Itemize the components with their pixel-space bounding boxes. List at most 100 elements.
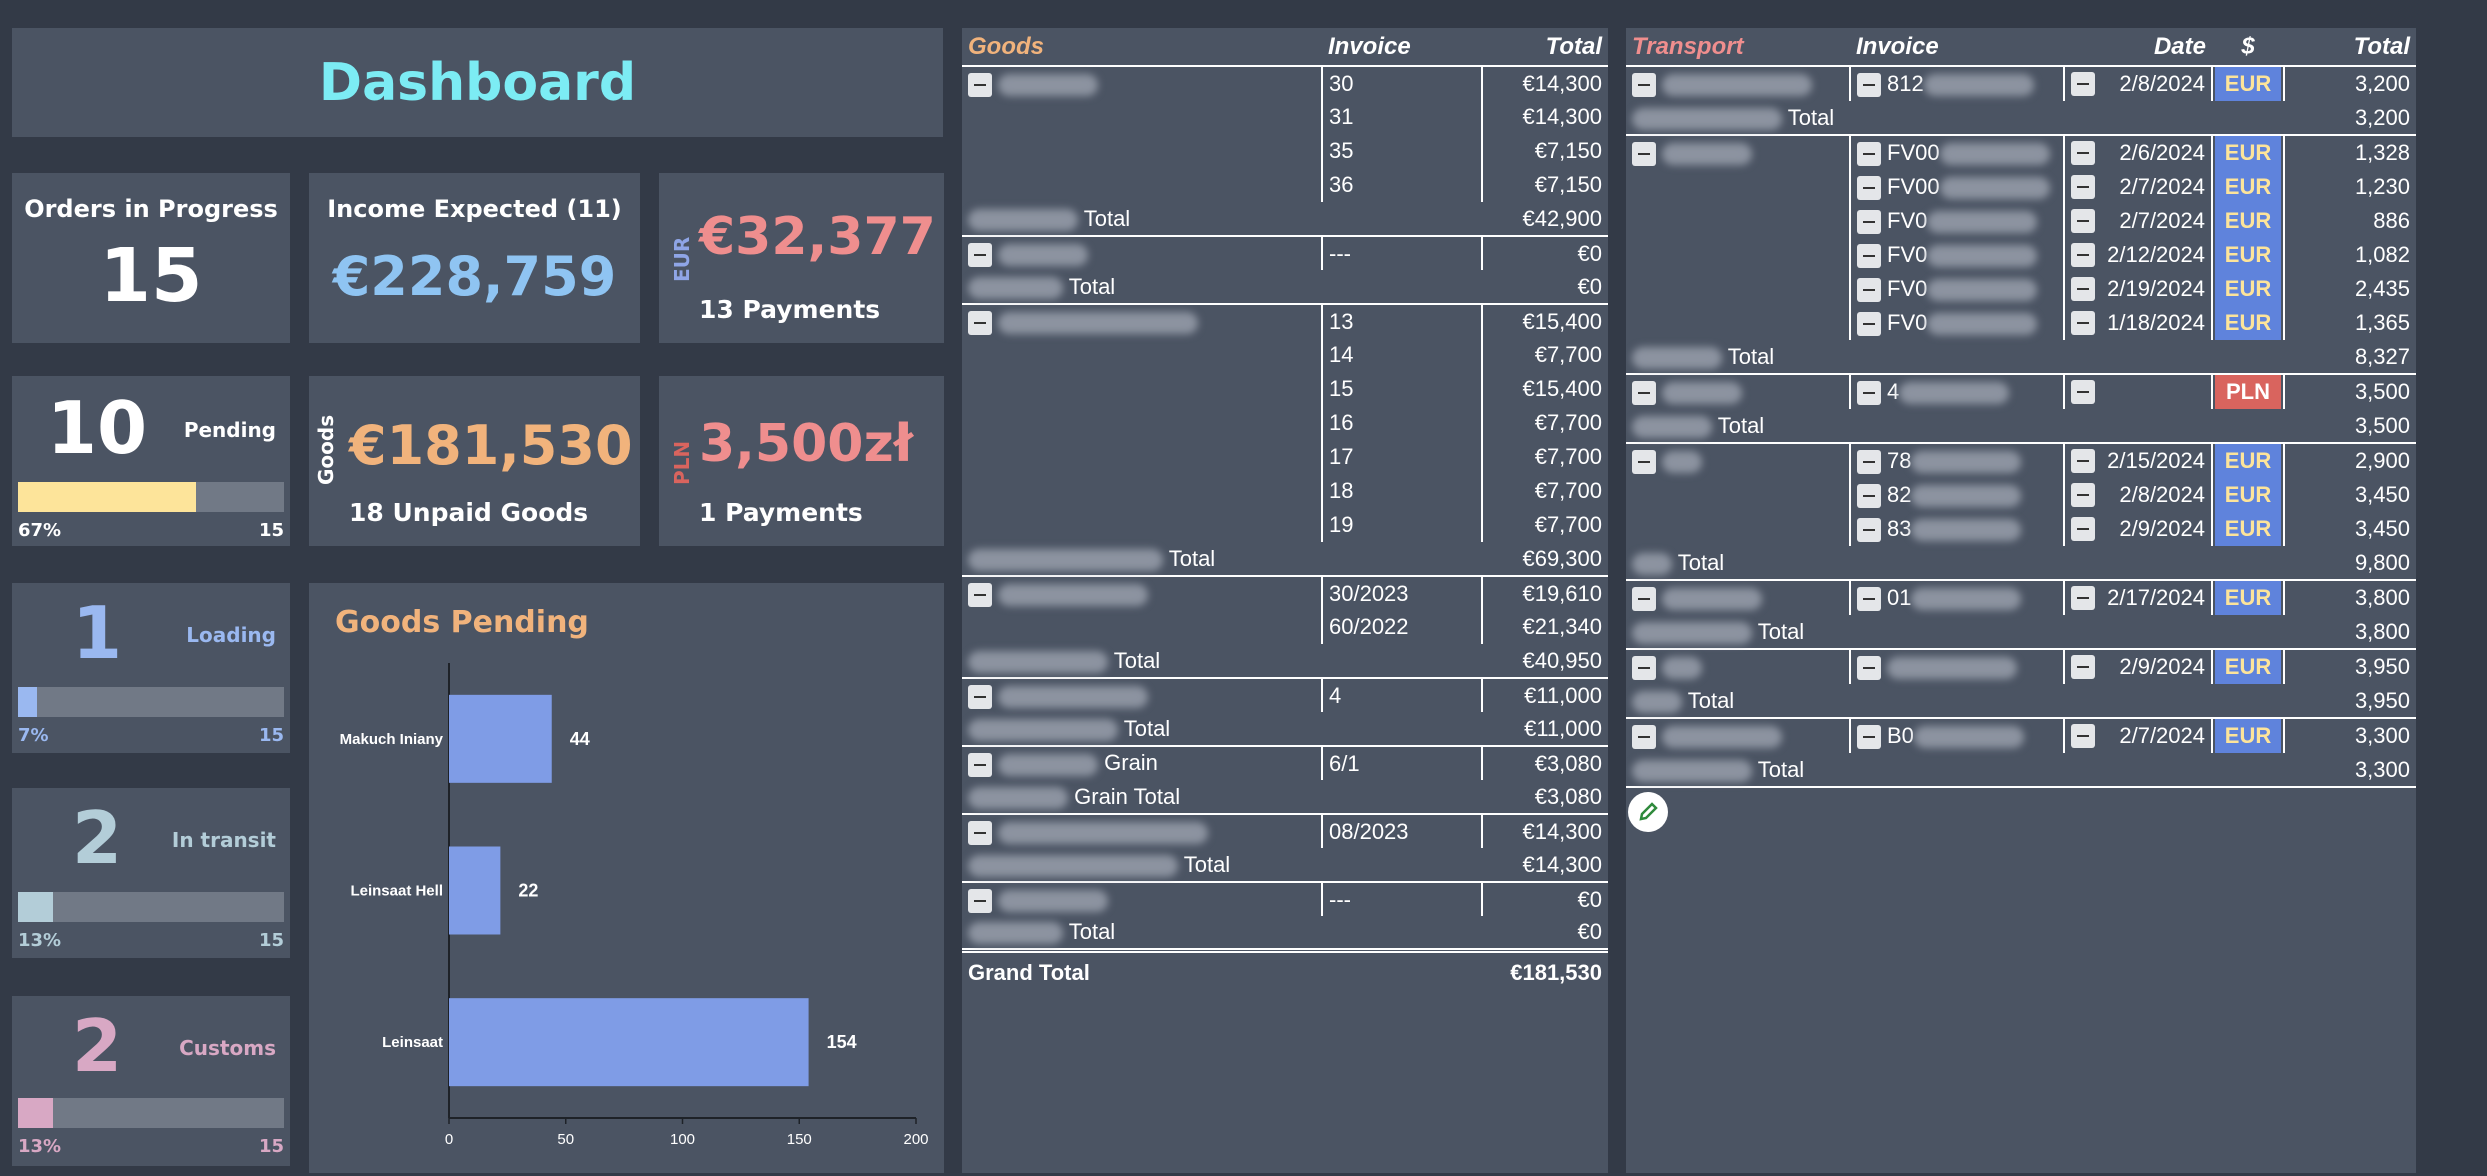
- table-row[interactable]: FV0 2/12/2024 EUR 1,082: [1626, 238, 2416, 272]
- table-row[interactable]: Total 3,500: [1626, 409, 2416, 444]
- table-row[interactable]: 78 2/15/2024 EUR 2,900: [1626, 443, 2416, 478]
- goods-col-header[interactable]: Goods: [962, 28, 1322, 67]
- table-row[interactable]: Grain 6/1 €3,080: [962, 746, 1608, 780]
- collapse-icon[interactable]: [2071, 586, 2095, 610]
- table-row[interactable]: 14 €7,700: [962, 338, 1608, 372]
- table-row[interactable]: 35 €7,150: [962, 134, 1608, 168]
- collapse-icon[interactable]: [2071, 243, 2095, 267]
- goods-invoice-col-header[interactable]: Invoice: [1322, 28, 1482, 67]
- table-row[interactable]: Total 3,300: [1626, 753, 2416, 788]
- collapse-icon[interactable]: [2071, 311, 2095, 335]
- collapse-icon[interactable]: [2071, 380, 2095, 404]
- table-row[interactable]: Total €0: [962, 916, 1608, 951]
- collapse-icon[interactable]: [1632, 142, 1656, 167]
- table-row[interactable]: FV0 2/7/2024 EUR 886: [1626, 204, 2416, 238]
- table-row[interactable]: 30/2023 €19,610: [962, 576, 1608, 610]
- table-row[interactable]: Total €0: [962, 270, 1608, 305]
- table-row[interactable]: FV0 2/19/2024 EUR 2,435: [1626, 272, 2416, 306]
- table-row[interactable]: FV00 2/7/2024 EUR 1,230: [1626, 170, 2416, 204]
- collapse-icon[interactable]: [1857, 484, 1881, 509]
- collapse-icon[interactable]: [1632, 73, 1656, 98]
- table-row[interactable]: Total €14,300: [962, 848, 1608, 883]
- collapse-icon[interactable]: [1857, 381, 1881, 406]
- collapse-icon[interactable]: [968, 752, 992, 777]
- table-row[interactable]: Total 3,200: [1626, 101, 2416, 136]
- transport-invoice-col-header[interactable]: Invoice: [1850, 28, 2064, 67]
- table-row[interactable]: B0 2/7/2024 EUR 3,300: [1626, 718, 2416, 753]
- collapse-icon[interactable]: [2071, 277, 2095, 301]
- table-row[interactable]: FV0 1/18/2024 EUR 1,365: [1626, 306, 2416, 340]
- table-row[interactable]: Total €11,000: [962, 712, 1608, 747]
- collapse-icon[interactable]: [1857, 142, 1881, 167]
- table-row[interactable]: 82 2/8/2024 EUR 3,450: [1626, 478, 2416, 512]
- collapse-icon[interactable]: [1632, 450, 1656, 475]
- table-row[interactable]: 08/2023 €14,300: [962, 814, 1608, 848]
- table-row[interactable]: Total 3,800: [1626, 615, 2416, 650]
- table-row[interactable]: Total €42,900: [962, 202, 1608, 237]
- table-row[interactable]: Total €40,950: [962, 644, 1608, 679]
- collapse-icon[interactable]: [2071, 141, 2095, 165]
- transport-date-col-header[interactable]: Date: [2064, 28, 2212, 67]
- table-row[interactable]: 31 €14,300: [962, 100, 1608, 134]
- collapse-icon[interactable]: [968, 684, 992, 709]
- collapse-icon[interactable]: [1632, 381, 1656, 406]
- collapse-icon[interactable]: [968, 888, 992, 913]
- table-row[interactable]: 30 €14,300: [962, 66, 1608, 100]
- table-row[interactable]: 2/9/2024 EUR 3,950: [1626, 649, 2416, 684]
- collapse-icon[interactable]: [2071, 483, 2095, 507]
- collapse-icon[interactable]: [968, 72, 992, 97]
- collapse-icon[interactable]: [1857, 725, 1881, 750]
- table-row[interactable]: 01 2/17/2024 EUR 3,800: [1626, 580, 2416, 615]
- collapse-icon[interactable]: [968, 582, 992, 607]
- table-row[interactable]: 13 €15,400: [962, 304, 1608, 338]
- collapse-icon[interactable]: [2071, 655, 2095, 679]
- collapse-icon[interactable]: [1857, 312, 1881, 337]
- table-row[interactable]: 19 €7,700: [962, 508, 1608, 542]
- table-row[interactable]: 812 2/8/2024 EUR 3,200: [1626, 66, 2416, 101]
- collapse-icon[interactable]: [2071, 209, 2095, 233]
- transport-col-header[interactable]: Transport: [1626, 28, 1850, 67]
- table-row[interactable]: 60/2022 €21,340: [962, 610, 1608, 644]
- goods-total-col-header[interactable]: Total: [1482, 28, 1608, 67]
- collapse-icon[interactable]: [2071, 175, 2095, 199]
- table-row[interactable]: Total 8,327: [1626, 340, 2416, 375]
- collapse-icon[interactable]: [968, 820, 992, 845]
- table-row[interactable]: 83 2/9/2024 EUR 3,450: [1626, 512, 2416, 546]
- collapse-icon[interactable]: [2071, 517, 2095, 541]
- transport-currency-col-header[interactable]: $: [2212, 28, 2284, 67]
- table-row[interactable]: 17 €7,700: [962, 440, 1608, 474]
- transport-total-col-header[interactable]: Total: [2284, 28, 2416, 67]
- collapse-icon[interactable]: [968, 310, 992, 335]
- table-row[interactable]: 4 PLN 3,500: [1626, 374, 2416, 409]
- collapse-icon[interactable]: [1632, 656, 1656, 681]
- table-row[interactable]: --- €0: [962, 882, 1608, 916]
- collapse-icon[interactable]: [968, 242, 992, 267]
- collapse-icon[interactable]: [2071, 724, 2095, 748]
- edit-button[interactable]: [1628, 792, 1668, 832]
- collapse-icon[interactable]: [2071, 72, 2095, 96]
- table-row[interactable]: Total 3,950: [1626, 684, 2416, 719]
- collapse-icon[interactable]: [1857, 450, 1881, 475]
- collapse-icon[interactable]: [1857, 278, 1881, 303]
- cell-text: Total: [1727, 343, 1775, 369]
- collapse-icon[interactable]: [1857, 244, 1881, 269]
- collapse-icon[interactable]: [2071, 449, 2095, 473]
- collapse-icon[interactable]: [1632, 587, 1656, 612]
- collapse-icon[interactable]: [1857, 656, 1881, 681]
- collapse-icon[interactable]: [1632, 725, 1656, 750]
- table-row[interactable]: 16 €7,700: [962, 406, 1608, 440]
- table-row[interactable]: Total €69,300: [962, 542, 1608, 577]
- table-row[interactable]: FV00 2/6/2024 EUR 1,328: [1626, 135, 2416, 170]
- table-row[interactable]: Grain Total €3,080: [962, 780, 1608, 815]
- table-row[interactable]: 36 €7,150: [962, 168, 1608, 202]
- table-row[interactable]: 15 €15,400: [962, 372, 1608, 406]
- table-row[interactable]: 4 €11,000: [962, 678, 1608, 712]
- collapse-icon[interactable]: [1857, 518, 1881, 543]
- table-row[interactable]: --- €0: [962, 236, 1608, 270]
- collapse-icon[interactable]: [1857, 73, 1881, 98]
- collapse-icon[interactable]: [1857, 210, 1881, 235]
- collapse-icon[interactable]: [1857, 176, 1881, 201]
- table-row[interactable]: 18 €7,700: [962, 474, 1608, 508]
- table-row[interactable]: Total 9,800: [1626, 546, 2416, 581]
- collapse-icon[interactable]: [1857, 587, 1881, 612]
